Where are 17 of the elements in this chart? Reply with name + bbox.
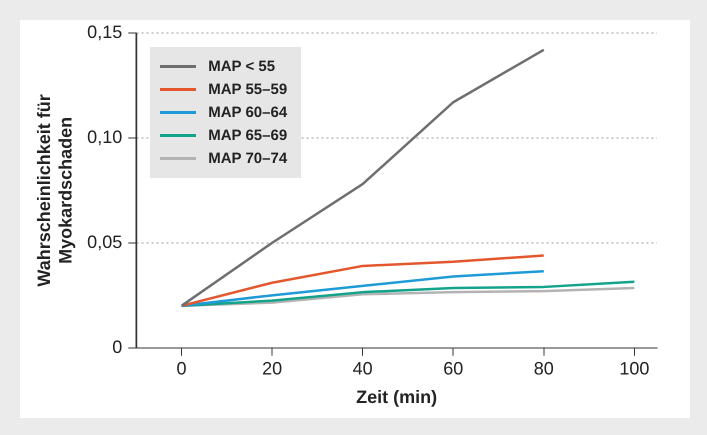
legend-label: MAP 65–69 bbox=[208, 127, 288, 144]
legend-label: MAP 70–74 bbox=[208, 150, 288, 167]
y-tick-label: 0 bbox=[112, 336, 122, 357]
x-tick-label: 40 bbox=[352, 358, 373, 379]
y-tick-label: 0,05 bbox=[87, 232, 122, 252]
x-axis-title: Zeit (min) bbox=[356, 387, 438, 408]
y-tick-label: 0,15 bbox=[87, 22, 122, 42]
x-tick-label: 80 bbox=[534, 358, 554, 379]
legend-label: MAP 60–64 bbox=[208, 104, 288, 121]
x-tick-label: 0 bbox=[176, 358, 187, 379]
y-axis-title: Wahrscheinlichkeit für Myokardschaden bbox=[34, 94, 76, 287]
legend-label: MAP 55–59 bbox=[208, 81, 288, 98]
y-tick-label: 0,10 bbox=[87, 126, 122, 147]
x-tick-label: 100 bbox=[619, 358, 650, 379]
legend-label: MAP < 55 bbox=[208, 58, 276, 75]
x-tick-label: 20 bbox=[262, 358, 282, 379]
x-tick-label: 60 bbox=[443, 358, 464, 379]
